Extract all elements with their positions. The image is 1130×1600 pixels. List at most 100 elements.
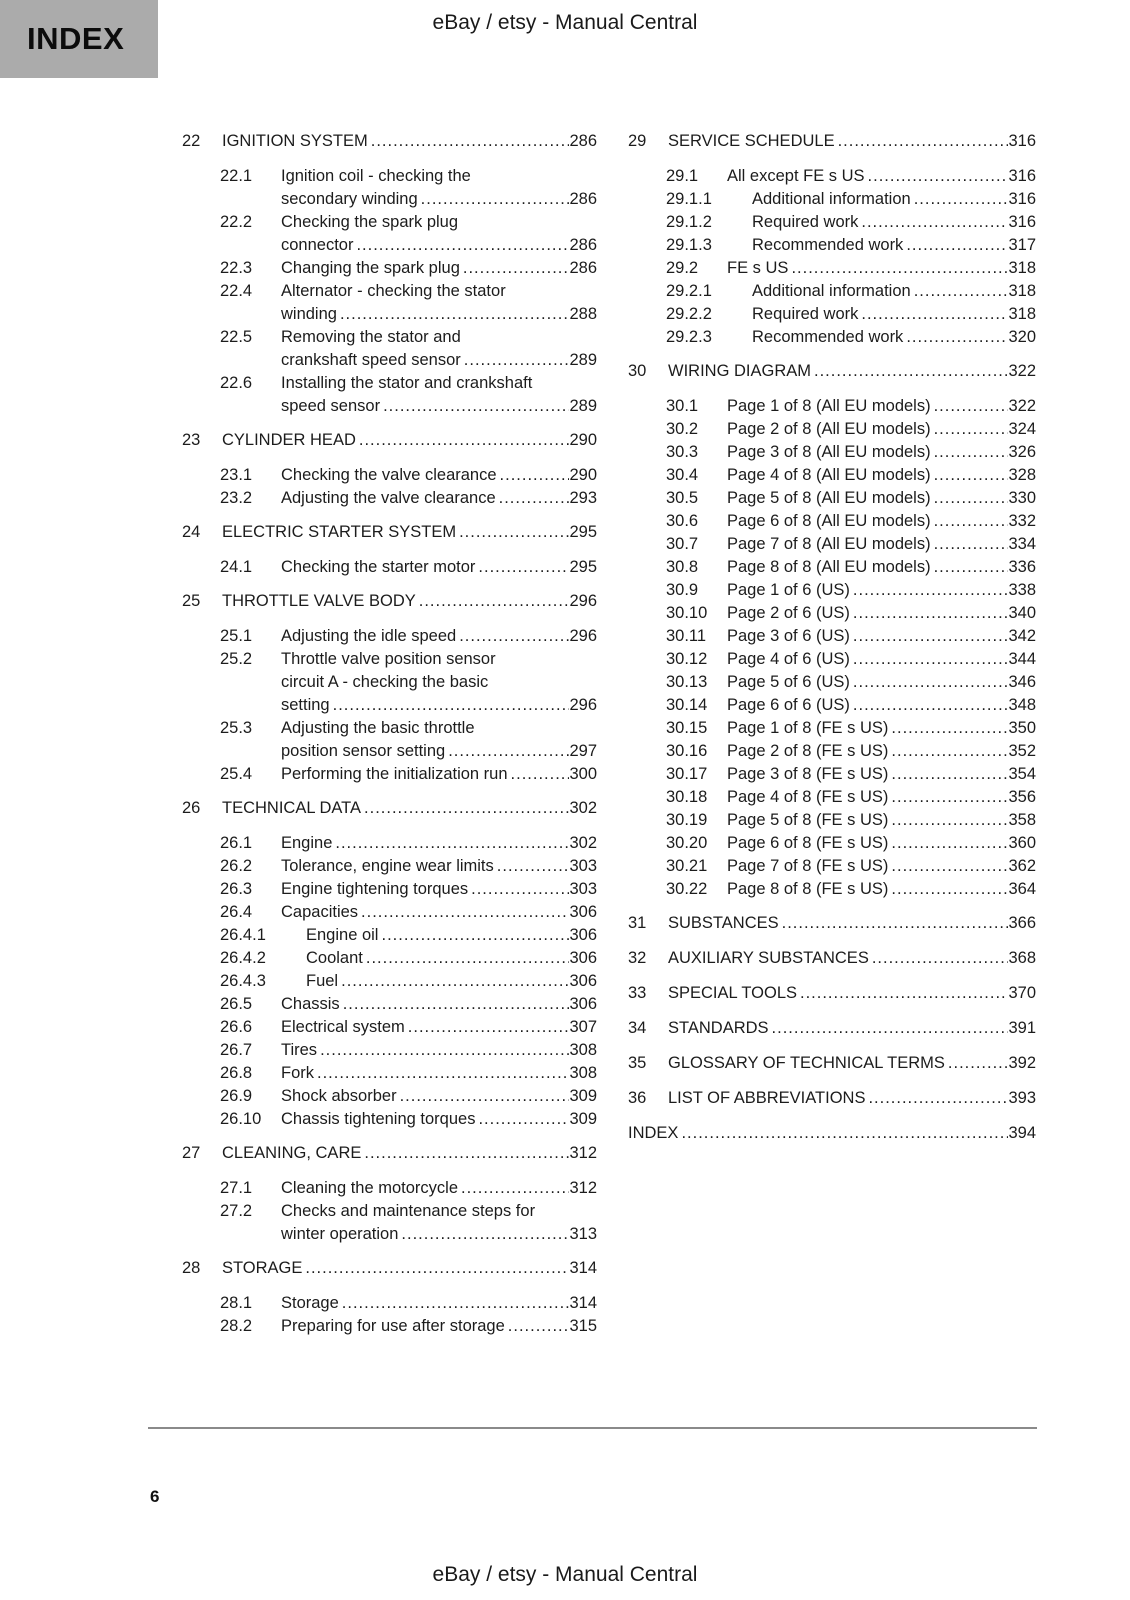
page-number: 338: [1008, 581, 1036, 599]
toc-entry: 24.1 Checking the starter motor..........…: [182, 556, 597, 579]
dot-leader: ........................................…: [837, 132, 1009, 150]
page-number: 306: [569, 903, 597, 921]
entry-title: Page 1 of 8 (All EU models): [727, 397, 931, 415]
entry-body: Engine..................................…: [281, 832, 597, 855]
entry-last-line: Additional information..................…: [752, 280, 1036, 303]
entry-number: 30.21: [666, 857, 708, 875]
entry-title: Additional information: [752, 282, 911, 300]
toc-entry: 28.1 Storage.............................…: [182, 1292, 597, 1315]
entry-number: 29.1.3: [666, 236, 712, 254]
page-number: 316: [1008, 190, 1036, 208]
entry-number: 26.10: [220, 1110, 262, 1128]
dot-leader: ........................................…: [891, 719, 1009, 737]
entry-title: Page 7 of 8 (All EU models): [727, 535, 931, 553]
toc-entry: 30.20 Page 6 of 8 (FE s US)..............…: [628, 832, 1036, 855]
dot-leader: ........................................…: [867, 167, 1009, 185]
entry-number: 30.12: [666, 650, 708, 668]
entry-body: Page 8 of 8 (All EU models).............…: [727, 556, 1036, 579]
entry-body: Page 3 of 8 (All EU models).............…: [727, 441, 1036, 464]
toc-entry: 30.3 Page 3 of 8 (All EU models).........…: [628, 441, 1036, 464]
entry-title: Page 2 of 8 (All EU models): [727, 420, 931, 438]
chapter-title: SUBSTANCES: [668, 914, 779, 932]
entry-last-line: Page 8 of 8 (All EU models).............…: [727, 556, 1036, 579]
page-number: 318: [1008, 305, 1036, 323]
dot-leader: ........................................…: [358, 431, 570, 449]
entry-body: Recommended work........................…: [752, 234, 1036, 257]
entry-last-line: Adjusting the valve clearance...........…: [281, 487, 597, 510]
page-number: 290: [569, 466, 597, 484]
toc-entry: 26.3 Engine tightening torques...........…: [182, 878, 597, 901]
page-number: 312: [569, 1179, 597, 1197]
entry-number: 26.3: [220, 880, 253, 898]
chapter-number: 26: [182, 799, 201, 817]
dot-leader: ........................................…: [361, 903, 569, 921]
dot-leader: ........................................…: [933, 397, 1009, 415]
toc-entry: 30.5 Page 5 of 8 (All EU models).........…: [628, 487, 1036, 510]
dot-leader: ........................................…: [478, 558, 569, 576]
page-number: 314: [569, 1294, 597, 1312]
page-number: 309: [569, 1110, 597, 1128]
dot-leader: ........................................…: [891, 742, 1009, 760]
page-number: 362: [1008, 857, 1036, 875]
footer-page-number: 6: [150, 1487, 160, 1506]
dot-leader: ........................................…: [510, 765, 570, 783]
entry-title: Page 6 of 6 (US): [727, 696, 850, 714]
toc-entry: 29.2.2 Required work.....................…: [628, 303, 1036, 326]
entry-title: Page 8 of 8 (FE s US): [727, 880, 889, 898]
entry-last-line: Shock absorber..........................…: [281, 1085, 597, 1108]
dot-leader: ........................................…: [906, 328, 1008, 346]
entry-title: Page 7 of 8 (FE s US): [727, 857, 889, 875]
toc-entry: 22.4 Alternator - checking the stator wind…: [182, 280, 597, 326]
chapter-number: 31: [628, 914, 647, 932]
entry-number: 26.2: [220, 857, 253, 875]
chapter-number: 24: [182, 523, 201, 541]
dot-leader: ........................................…: [852, 696, 1009, 714]
chapter-heading-row: 22 IGNITION SYSTEM.......................…: [182, 130, 597, 153]
dot-leader: ........................................…: [906, 236, 1008, 254]
entry-title: Adjusting the valve clearance: [281, 489, 496, 507]
entry-title: Coolant: [306, 949, 363, 967]
toc-entry: 30.2 Page 2 of 8 (All EU models).........…: [628, 418, 1036, 441]
entry-title: Page 5 of 6 (US): [727, 673, 850, 691]
page-number: 303: [569, 857, 597, 875]
entry-title: Fork: [281, 1064, 314, 1082]
entry-last-line: Chassis.................................…: [281, 993, 597, 1016]
toc-entry: 30.14 Page 6 of 6 (US)...................…: [628, 694, 1036, 717]
chapter-number: 35: [628, 1054, 647, 1072]
entry-title: Recommended work: [752, 236, 904, 254]
entry-title: connector: [281, 236, 354, 254]
entry-title-line: Checks and maintenance steps for: [281, 1202, 536, 1220]
entry-body: FE s US.................................…: [727, 257, 1036, 280]
dot-leader: ........................................…: [891, 857, 1009, 875]
page-number: 344: [1008, 650, 1036, 668]
dot-leader: ........................................…: [681, 1124, 1009, 1142]
toc-entry: 30.7 Page 7 of 8 (All EU models).........…: [628, 533, 1036, 556]
chapter-heading-row: 29 SERVICE SCHEDULE......................…: [628, 130, 1036, 153]
entry-number: 22.5: [220, 328, 253, 346]
toc-entry: 26.4.1 Engine oil........................…: [182, 924, 597, 947]
chapter-title: WIRING DIAGRAM: [668, 362, 811, 380]
dot-leader: ........................................…: [891, 834, 1009, 852]
entry-last-line: Page 2 of 8 (FE s US)...................…: [727, 740, 1036, 763]
entry-last-line: position sensor setting.................…: [281, 740, 597, 763]
entry-title-line: Adjusting the basic throttle: [281, 719, 475, 737]
entry-last-line: Page 2 of 6 (US)........................…: [727, 602, 1036, 625]
entry-body: Changing the spark plug.................…: [281, 257, 597, 280]
dot-leader: ........................................…: [339, 305, 570, 323]
page-number: 296: [569, 592, 597, 610]
entry-body: Adjusting the valve clearance...........…: [281, 487, 597, 510]
page-number: 289: [569, 397, 597, 415]
entry-number: 29.1.1: [666, 190, 712, 208]
entry-last-line: crankshaft speed sensor.................…: [281, 349, 597, 372]
toc-chapter: 29 SERVICE SCHEDULE......................…: [628, 130, 1036, 349]
dot-leader: ........................................…: [459, 523, 569, 541]
chapter-title: IGNITION SYSTEM: [222, 132, 368, 150]
page-number: 316: [1008, 167, 1036, 185]
entry-body: Adjusting the idle speed................…: [281, 625, 597, 648]
entry-last-line: Fuel....................................…: [306, 970, 597, 993]
entry-body: Page 4 of 8 (FE s US)...................…: [727, 786, 1036, 809]
entry-last-line: Page 5 of 8 (FE s US)...................…: [727, 809, 1036, 832]
page-number: 342: [1008, 627, 1036, 645]
chapter-title: SERVICE SCHEDULE: [668, 132, 835, 150]
entry-body: Tolerance, engine wear limits...........…: [281, 855, 597, 878]
